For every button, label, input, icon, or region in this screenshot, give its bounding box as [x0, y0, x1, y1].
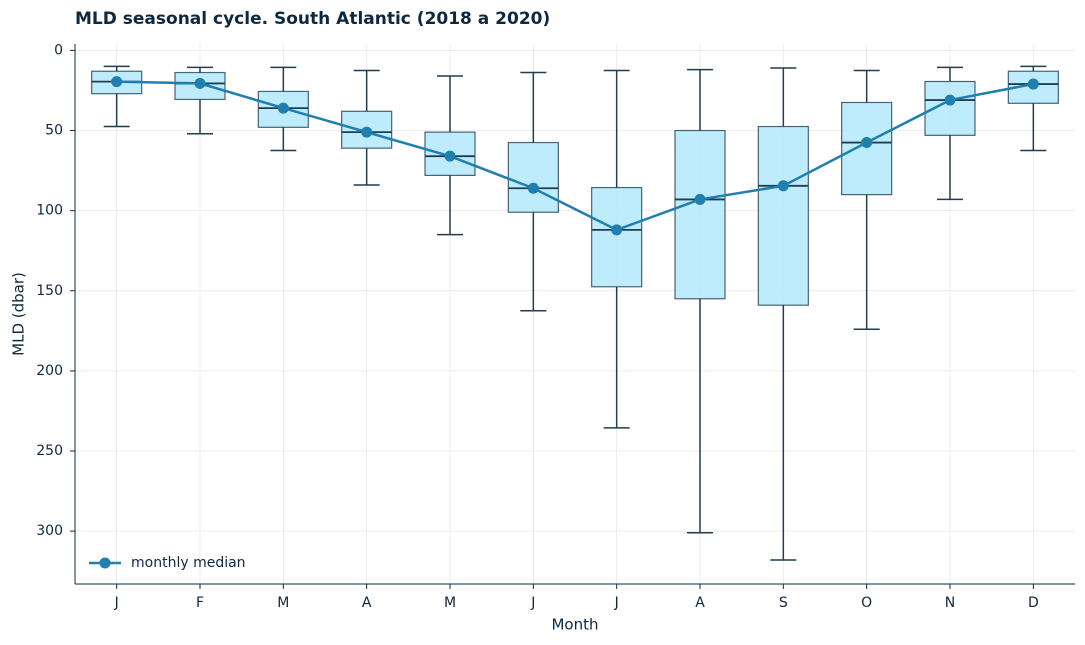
median-point: [694, 193, 706, 205]
x-tick-label: J: [114, 595, 119, 611]
x-tick-label: F: [196, 595, 204, 611]
median-point: [361, 126, 373, 138]
y-axis-label: MLD (dbar): [10, 272, 28, 356]
y-tick-label: 100: [36, 203, 63, 219]
median-point: [277, 102, 289, 114]
y-tick-label: 0: [54, 42, 63, 58]
median-point: [444, 150, 456, 162]
x-tick-label: D: [1028, 595, 1039, 611]
x-tick-label: J: [530, 595, 535, 611]
x-tick-label: M: [277, 595, 289, 611]
x-tick-label: N: [945, 595, 955, 611]
x-tick-label: J: [614, 595, 619, 611]
x-tick-label: S: [779, 595, 788, 611]
x-tick-label: M: [444, 595, 456, 611]
y-tick-label: 250: [36, 443, 63, 459]
chart-title: MLD seasonal cycle. South Atlantic (2018…: [75, 9, 550, 29]
box: [841, 101, 893, 196]
median-point: [944, 94, 956, 106]
box: [674, 129, 726, 300]
median-point: [611, 224, 623, 236]
y-tick-label: 300: [36, 523, 63, 539]
median-point: [861, 137, 873, 149]
x-tick-label: O: [861, 595, 872, 611]
median-point: [111, 76, 123, 88]
y-tick-label: 150: [36, 283, 63, 299]
x-axis-label: Month: [551, 616, 598, 634]
y-tick-label: 50: [45, 123, 63, 139]
legend-marker: [99, 557, 111, 569]
median-point: [527, 182, 539, 194]
median-point: [194, 77, 206, 89]
box: [757, 125, 809, 306]
x-tick-label: A: [362, 595, 372, 611]
median-point: [777, 180, 789, 192]
legend-label: monthly median: [131, 555, 246, 571]
y-tick-label: 200: [36, 363, 63, 379]
box: [507, 141, 559, 213]
box: [591, 186, 643, 288]
x-tick-label: A: [695, 595, 705, 611]
median-point: [1027, 78, 1039, 90]
median-line: [116, 80, 1034, 232]
